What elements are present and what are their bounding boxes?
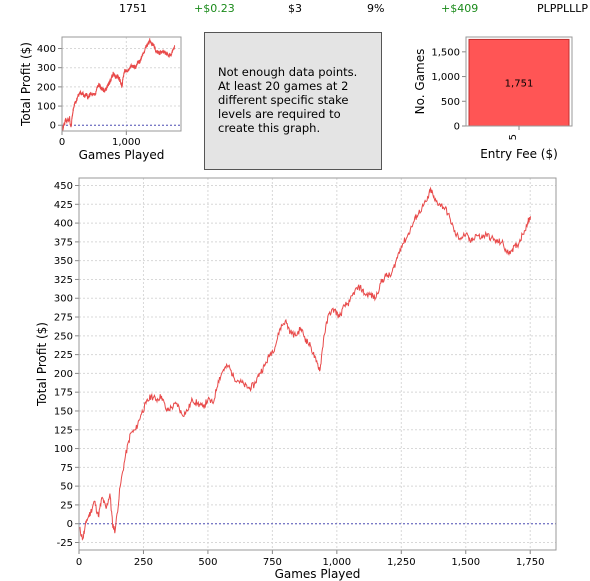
y-tick-label: 375: [54, 237, 73, 248]
stat-avg-stake: $3: [288, 2, 302, 15]
y-tick-label: 150: [54, 406, 73, 417]
y-tick-label: 300: [54, 294, 73, 305]
y-tick-label: 325: [54, 275, 73, 286]
bar-y-tick-label: 500: [441, 97, 460, 108]
bar-x-axis-label: Entry Fee ($): [480, 147, 558, 161]
x-tick-label: 1,250: [387, 557, 416, 568]
bar-value-label: 1,751: [505, 79, 534, 90]
bar-y-tick-label: 1,500: [431, 47, 460, 58]
stat-total-profit: +$409: [441, 2, 479, 15]
x-axis-label: Games Played: [275, 567, 361, 581]
x-tick-label: 1,000: [323, 557, 352, 568]
y-tick-label: 125: [54, 425, 73, 436]
bar-y-tick-label: 0: [454, 122, 460, 133]
not-enough-data-message: Not enough data points. At least 20 game…: [218, 65, 358, 135]
bar: [468, 38, 570, 127]
x-tick-label: 250: [134, 557, 153, 568]
y-tick-label: 100: [37, 102, 56, 113]
x-tick-label: 500: [198, 557, 217, 568]
y-axis-label: Total Profit ($): [19, 42, 33, 127]
y-tick-label: 250: [54, 331, 73, 342]
x-tick-label: 0: [59, 137, 65, 148]
profit-line: [61, 38, 176, 131]
bar-category-label: 5: [508, 134, 519, 140]
y-tick-label: 175: [54, 388, 73, 399]
y-tick-label: 400: [54, 219, 73, 230]
x-tick-label: 1,500: [451, 557, 480, 568]
stat-games: 1751: [119, 2, 147, 15]
y-tick-label: 450: [54, 181, 73, 192]
y-tick-label: 100: [54, 444, 73, 455]
x-axis-label: Games Played: [79, 148, 165, 162]
y-tick-label: 400: [37, 44, 56, 55]
y-tick-label: 300: [37, 63, 56, 74]
plot-border: [61, 36, 182, 132]
y-tick-label: 25: [60, 500, 73, 511]
y-tick-label: 275: [54, 313, 73, 324]
y-tick-label: 200: [54, 369, 73, 380]
stat-streak: PLPPLLLP: [537, 2, 589, 15]
y-tick-label: 425: [54, 200, 73, 211]
plot-border: [78, 177, 557, 551]
not-enough-data-panel: Not enough data points. At least 20 game…: [204, 32, 382, 170]
bar-y-axis-label: No. Games: [413, 49, 427, 115]
y-tick-label: 0: [50, 121, 56, 132]
stat-roi: 9%: [367, 2, 385, 15]
y-tick-label: 0: [67, 519, 73, 530]
y-tick-label: -25: [57, 538, 73, 549]
y-tick-label: 225: [54, 350, 73, 361]
y-tick-label: 50: [60, 482, 73, 493]
y-tick-label: 350: [54, 256, 73, 267]
y-tick-label: 75: [60, 463, 73, 474]
y-axis-label: Total Profit ($): [35, 322, 49, 407]
x-tick-label: 750: [263, 557, 282, 568]
x-tick-label: 1,750: [516, 557, 545, 568]
stat-avg-profit: +$0.23: [194, 2, 235, 15]
x-tick-label: 1,000: [112, 137, 141, 148]
y-tick-label: 200: [37, 82, 56, 93]
bar-y-tick-label: 1,000: [431, 72, 460, 83]
x-tick-label: 0: [76, 557, 82, 568]
profit-line: [78, 186, 531, 541]
